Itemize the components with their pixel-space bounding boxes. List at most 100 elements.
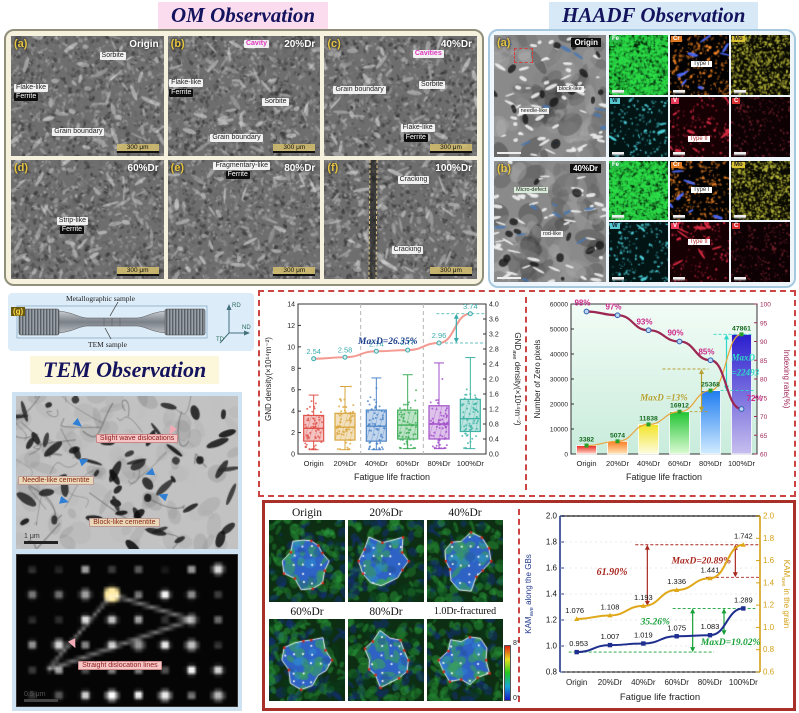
scale-bar xyxy=(734,277,746,279)
scale-bar xyxy=(734,215,746,218)
label-sorbite: Sorbite xyxy=(99,51,126,60)
haadf-row-a: (a) Origin needle-like block-like Fe Cr Ty… xyxy=(494,35,790,157)
svg-text:98%: 98% xyxy=(574,299,590,308)
eds-canvas xyxy=(731,160,790,221)
svg-text:30000: 30000 xyxy=(550,377,568,384)
label-strip-like: Strip-like xyxy=(56,216,89,225)
kam-map-canvas xyxy=(348,619,424,701)
type2-label: Type II xyxy=(687,238,710,245)
panel-tag: 20%Dr xyxy=(284,39,316,50)
scale-1um: 1 μm xyxy=(24,533,58,544)
svg-text:61.90%: 61.90% xyxy=(597,567,628,578)
svg-text:MaxD=26.35%: MaxD=26.35% xyxy=(357,337,418,347)
svg-text:3382: 3382 xyxy=(579,437,594,444)
svg-text:4.0: 4.0 xyxy=(489,302,499,309)
svg-text:100%Dr: 100%Dr xyxy=(457,459,485,468)
label-ferrite: Ferrite xyxy=(403,133,428,142)
svg-text:80%Dr: 80%Dr xyxy=(428,459,451,468)
kam-map-label: 40%Dr xyxy=(448,507,482,519)
svg-text:1.441: 1.441 xyxy=(701,565,720,574)
svg-text:2.96: 2.96 xyxy=(432,331,447,340)
label-needle-like: needle-like xyxy=(518,107,550,114)
label-flake-like: Flake-like xyxy=(169,79,204,88)
svg-text:80%Dr: 80%Dr xyxy=(698,678,723,687)
svg-text:3.6: 3.6 xyxy=(489,317,499,324)
label-cavity: Cavity xyxy=(243,39,269,48)
type1-label: Type I xyxy=(691,186,712,193)
svg-text:2.74: 2.74 xyxy=(369,339,384,348)
eds-map-w: W xyxy=(609,96,668,157)
kam-map-label: 1.0Dr-fractured xyxy=(433,606,497,617)
svg-text:10000: 10000 xyxy=(550,427,568,434)
scale-bar xyxy=(497,151,521,154)
svg-text:20%Dr: 20%Dr xyxy=(606,459,629,468)
label-flake-like: Flake-like xyxy=(400,124,435,133)
svg-text:1.108: 1.108 xyxy=(601,602,620,611)
svg-text:93%: 93% xyxy=(636,317,652,326)
svg-text:14: 14 xyxy=(287,302,295,309)
svg-text:20%Dr: 20%Dr xyxy=(598,678,623,687)
scale-bar xyxy=(673,277,685,279)
svg-text:1.193: 1.193 xyxy=(634,593,653,602)
svg-text:47861: 47861 xyxy=(732,325,751,332)
svg-text:2: 2 xyxy=(291,430,295,437)
eds-canvas xyxy=(731,222,790,282)
svg-text:95: 95 xyxy=(760,320,768,327)
panel-tag: 40%Dr xyxy=(570,163,601,173)
svg-text:8: 8 xyxy=(291,366,295,373)
haadf-section-title: HAADF Observation xyxy=(549,2,759,29)
scale-bar xyxy=(612,89,624,92)
scale-text: 0.5 μm xyxy=(24,691,46,698)
svg-text:1.076: 1.076 xyxy=(565,606,584,615)
type1-label: Type I xyxy=(691,61,712,68)
svg-text:97%: 97% xyxy=(605,302,621,311)
svg-text:Fatigue life fraction: Fatigue life fraction xyxy=(354,472,430,482)
scale-bar xyxy=(673,215,685,218)
label-ferrite: Ferrite xyxy=(14,93,39,102)
label-sorbite: Sorbite xyxy=(262,98,289,107)
chart-divider xyxy=(525,297,527,490)
label-needle-like-cementite: Needle-like cementite xyxy=(18,475,94,485)
svg-text:1.0: 1.0 xyxy=(763,623,775,632)
kam-map-label: 60%Dr xyxy=(290,606,324,618)
svg-text:KAMave in the grain: KAMave in the grain xyxy=(780,560,790,628)
eds-map-c: C xyxy=(731,222,790,282)
element-tag: W xyxy=(610,97,620,104)
svg-text:2.8: 2.8 xyxy=(489,347,499,354)
svg-text:90: 90 xyxy=(760,339,768,346)
axis-td: TD xyxy=(216,337,225,343)
haadf-panel: (a) Origin needle-like block-like Fe Cr Ty… xyxy=(488,29,796,288)
kam-map-canvas xyxy=(427,619,503,701)
eds-map-v: V Type II xyxy=(670,222,729,282)
scale-bar xyxy=(734,89,746,92)
kam-map-cell: 1.0Dr-fractured xyxy=(427,605,503,701)
label-cracking-bottom: Cracking xyxy=(391,245,424,254)
panel-letter: (a) xyxy=(497,37,511,49)
eds-canvas xyxy=(609,96,668,157)
svg-text:100: 100 xyxy=(760,302,771,309)
svg-text:1.0: 1.0 xyxy=(546,642,558,651)
haadf-image-a: (a) Origin needle-like block-like xyxy=(494,35,606,157)
element-tag: Cr xyxy=(671,36,682,42)
roi-box xyxy=(514,48,534,64)
svg-text:1.075: 1.075 xyxy=(667,623,686,632)
scale-bar-line xyxy=(24,541,58,544)
eds-map-fe: Fe xyxy=(609,35,668,95)
eds-canvas xyxy=(731,35,790,95)
crack-line xyxy=(368,159,378,279)
svg-text:1.083: 1.083 xyxy=(701,622,720,631)
om-image-e xyxy=(167,159,321,279)
tem-image-2: Straight dislocation lines 0.5 μm xyxy=(16,554,238,707)
scale-bar-line xyxy=(24,699,58,702)
scale-bar: 300 μm xyxy=(430,267,472,276)
eds-map-mo: Mo xyxy=(731,160,790,221)
kam-map-canvas xyxy=(427,520,503,602)
svg-text:MaxD=20.89%: MaxD=20.89% xyxy=(671,557,732,567)
panel-tag: 80%Dr xyxy=(284,162,316,174)
element-tag: Fe xyxy=(610,36,622,42)
scale-bar xyxy=(612,151,624,154)
scale-bar: 300 μm xyxy=(116,143,159,153)
om-section-title: OM Observation xyxy=(158,2,329,29)
eds-canvas xyxy=(609,160,668,221)
eds-map-c: C xyxy=(731,96,790,157)
